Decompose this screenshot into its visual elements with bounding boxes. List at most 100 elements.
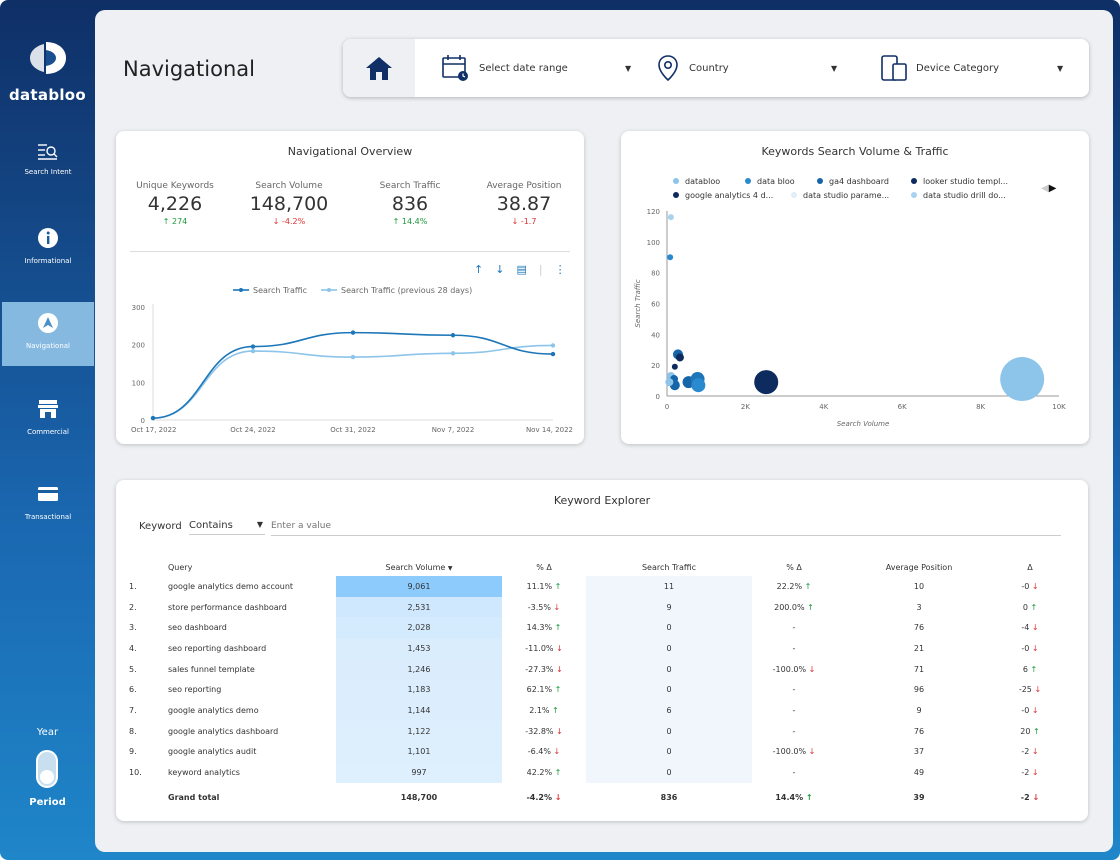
page-title: Navigational [123, 57, 255, 81]
keyword-filter-input[interactable] [271, 516, 1061, 536]
row-index: 3. [129, 623, 137, 633]
position-change-cell: 20 ↑ [1002, 721, 1058, 742]
arrow-down-icon: ↓ [511, 217, 521, 226]
total-search-traffic: 836 [660, 793, 678, 803]
y-tick-label: 300 [132, 304, 145, 312]
data-point [450, 351, 456, 356]
header-position-change[interactable]: Δ [1027, 562, 1033, 572]
x-tick-label: 8K [976, 403, 985, 411]
position-change-cell: -25 ↓ [1002, 679, 1058, 700]
volume-change-cell: 11.1% ↑ [502, 576, 586, 597]
position-change-value: -0 [1021, 643, 1030, 653]
sidebar-item-navigational[interactable]: Navigational [2, 302, 94, 366]
period-toggle-top-label: Year [36, 727, 59, 738]
country-filter[interactable]: Country ▼ [657, 39, 847, 97]
average-position-cell: 9 [916, 705, 922, 715]
row-index: 4. [129, 643, 137, 653]
query-cell: google analytics dashboard [168, 726, 279, 736]
header-traffic-change[interactable]: % Δ [786, 562, 802, 572]
table-row[interactable]: 2. store performance dashboard 2,531 -3.5% … [124, 596, 1058, 618]
scatter-point [754, 370, 779, 395]
sidebar: databloo Search Intent Informational Nav… [0, 0, 95, 860]
sort-descending-icon[interactable]: ↓ [495, 263, 505, 276]
scatter-point [667, 254, 674, 261]
country-label: Country [689, 62, 729, 74]
table-row[interactable]: 4. seo reporting dashboard 1,453 -11.0% ↓ 0-… [124, 638, 1058, 659]
scatter-point [671, 363, 678, 370]
volume-change-cell: -6.4% ↓ [502, 742, 586, 763]
arrow-down-icon: ↓ [552, 793, 562, 803]
query-cell: seo dashboard [168, 623, 227, 633]
kpi-delta: ↓ -1.7 [469, 217, 579, 226]
search-volume-cell: 1,144 [336, 700, 502, 721]
arrow-down-icon: ↓ [806, 747, 816, 757]
table-row[interactable]: 1. google analytics demo account 9,061 11.1… [124, 576, 1058, 597]
arrow-up-icon: ↑ [1030, 726, 1040, 736]
traffic-change-value: -100.0% [772, 747, 807, 757]
average-position-cell: 21 [913, 643, 925, 653]
arrow-up-icon: ↑ [552, 623, 562, 633]
legend-label: databloo [685, 177, 720, 186]
home-button[interactable] [343, 39, 415, 97]
arrow-down-icon: ↓ [1029, 643, 1039, 653]
header-volume-change[interactable]: % Δ [536, 562, 552, 572]
table-row[interactable]: 10. keyword analytics 997 42.2% ↑ 0-49 -2 ↓ [124, 762, 1058, 783]
traffic-change-value: - [792, 705, 796, 715]
more-options-icon[interactable]: ⋮ [554, 263, 566, 276]
traffic-change-cell: - [752, 679, 836, 700]
table-row[interactable]: 8. google analytics dashboard 1,122 -32.8% … [124, 720, 1058, 742]
legend-next-icon[interactable]: ▶ [1048, 183, 1057, 194]
y-tick-label: 0 [656, 393, 660, 401]
filter-operator-select[interactable]: Contains ▼ [189, 517, 265, 535]
sidebar-item-transactional[interactable]: Transactional [2, 473, 94, 537]
table-row[interactable]: 7. google analytics demo 1,144 2.1% ↑ 6-9 -0 … [124, 700, 1058, 721]
search-volume-cell: 2,531 [336, 596, 502, 618]
header-query[interactable]: Query [168, 562, 193, 572]
scatter-point [667, 214, 674, 221]
table-row[interactable]: 3. seo dashboard 2,028 14.3% ↑ 0-76 -4 ↓ [124, 617, 1058, 639]
position-change-cell: 6 ↑ [1002, 659, 1058, 680]
table-header-row: Query Search Volume ▼ % Δ Search Traffic… [124, 558, 1058, 576]
arrow-up-icon: ↑ [1027, 664, 1038, 674]
toggle-knob [40, 770, 54, 784]
position-change-cell: -0 ↓ [1002, 700, 1058, 721]
date-range-filter[interactable]: Select date range ▼ [441, 39, 637, 97]
traffic-change-value: - [792, 768, 796, 778]
average-position-cell: 10 [913, 581, 925, 591]
sort-ascending-icon[interactable]: ↑ [474, 263, 484, 276]
table-row[interactable]: 5. sales funnel template 1,246 -27.3% ↓ 0 -10… [124, 658, 1058, 680]
chevron-down-icon: ▼ [831, 63, 838, 73]
position-change-value: -25 [1018, 685, 1032, 695]
data-point [450, 333, 456, 338]
kpi-label: Search Volume [255, 181, 323, 191]
date-range-label: Select date range [479, 62, 568, 74]
y-tick-label: 40 [651, 331, 660, 339]
sidebar-item-commercial[interactable]: Commercial [2, 388, 94, 452]
header-average-position[interactable]: Average Position [885, 562, 953, 572]
header-search-volume[interactable]: Search Volume ▼ [336, 558, 502, 576]
sidebar-item-informational[interactable]: Informational [2, 217, 94, 281]
traffic-change-cell: - [752, 638, 836, 659]
legend-marker [911, 178, 917, 184]
query-cell: seo reporting dashboard [168, 643, 267, 653]
search-volume-cell: 9,061 [336, 576, 502, 597]
scatter-chart: 0 20 40 60 80 100 120 0 2K 4K 6K 8K 10K Search Volume… [634, 177, 1066, 428]
legend-marker [239, 288, 243, 292]
home-icon [366, 57, 392, 80]
total-average-position: 39 [913, 793, 925, 803]
data-point [350, 330, 356, 335]
x-tick-label: 6K [898, 403, 907, 411]
volume-change-cell: -32.8% ↓ [502, 721, 586, 742]
kpi-average-position: Average Position 38.87 ↓ -1.7 [469, 181, 579, 226]
data-point [250, 344, 256, 349]
period-toggle[interactable] [36, 750, 58, 788]
legend-prev-icon[interactable]: ◀ [1041, 183, 1049, 194]
device-category-filter[interactable]: Device Category ▼ [880, 39, 1080, 97]
data-point [150, 415, 156, 421]
traffic-change-cell: - [752, 700, 836, 721]
chart-settings-icon[interactable]: ▤ [516, 263, 527, 276]
table-row[interactable]: 6. seo reporting 1,183 62.1% ↑ 0-96 -25 ↓ [124, 679, 1058, 701]
table-row[interactable]: 9. google analytics audit 1,101 -6.4% ↓ 0 -10… [124, 741, 1058, 763]
sidebar-item-search-intent[interactable]: Search Intent [2, 132, 94, 196]
header-search-traffic[interactable]: Search Traffic [641, 562, 697, 572]
